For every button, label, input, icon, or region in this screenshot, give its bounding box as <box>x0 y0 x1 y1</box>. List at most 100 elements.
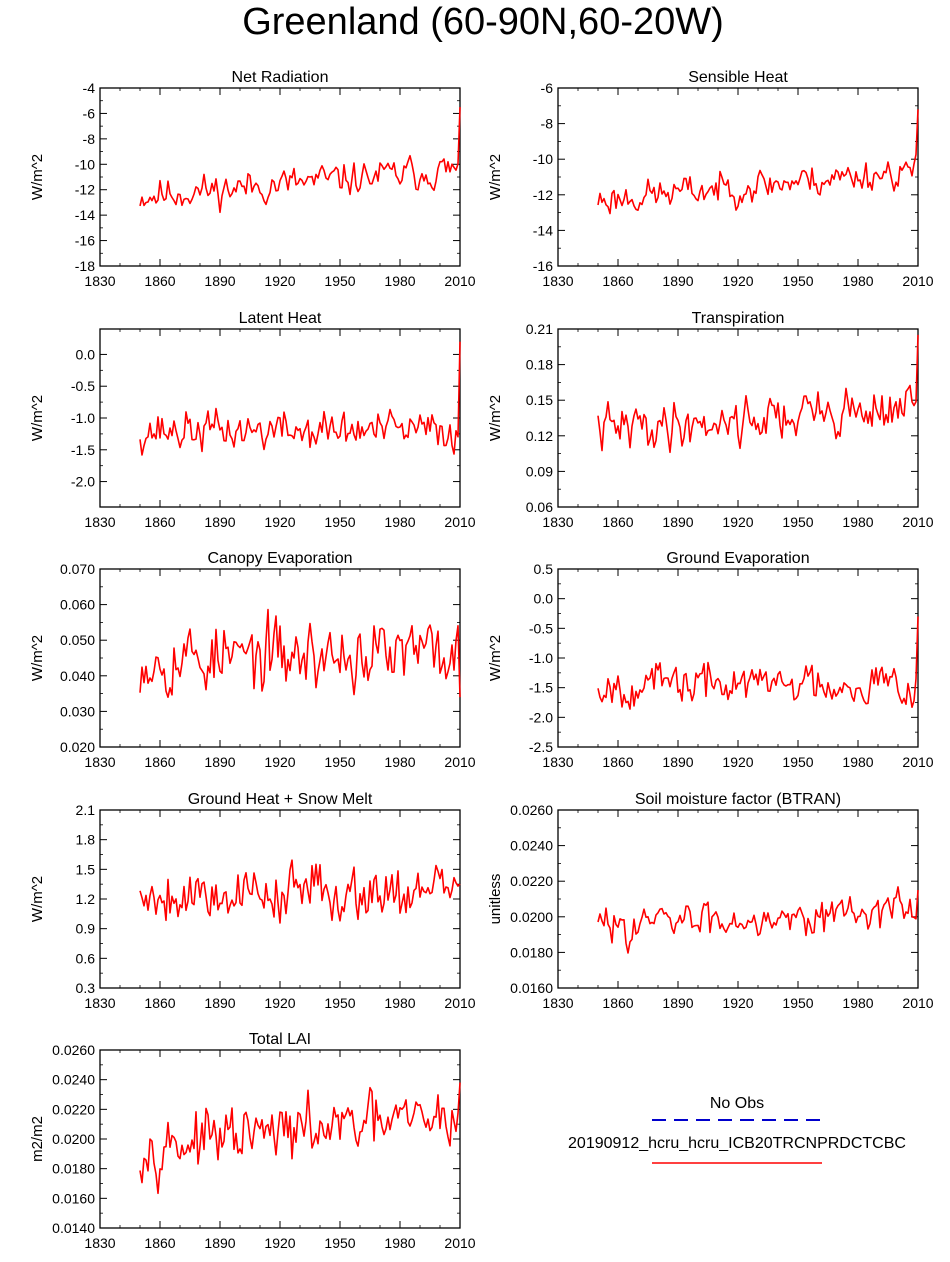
y-tick-label: 0.040 <box>60 668 95 684</box>
y-tick-label: -2.0 <box>71 474 95 490</box>
page-title: Greenland (60-90N,60-20W) <box>242 1 724 43</box>
y-tick-label: 0.050 <box>60 632 95 648</box>
panel-title: Ground Evaporation <box>666 550 809 567</box>
y-tick-label: -0.5 <box>71 378 95 394</box>
x-tick-label: 1890 <box>204 754 235 770</box>
y-tick-label: 0.0240 <box>52 1072 95 1088</box>
y-tick-label: -14 <box>533 222 553 238</box>
y-tick-label: -1.5 <box>529 680 553 696</box>
x-tick-label: 1860 <box>144 273 175 289</box>
x-tick-label: 1920 <box>264 1235 295 1251</box>
y-tick-label: 0.070 <box>60 561 95 577</box>
y-tick-label: -12 <box>533 187 553 203</box>
x-tick-label: 1890 <box>662 514 693 530</box>
x-tick-label: 1980 <box>384 273 415 289</box>
x-tick-label: 1950 <box>782 514 813 530</box>
y-tick-label: 0.0140 <box>52 1220 95 1236</box>
y-tick-label: 0.21 <box>526 321 553 337</box>
x-tick-label: 1830 <box>84 995 115 1011</box>
x-tick-label: 1860 <box>144 1235 175 1251</box>
x-tick-label: 2010 <box>444 1235 475 1251</box>
plot-frame <box>99 568 461 748</box>
y-tick-label: -14 <box>75 207 95 223</box>
x-tick-label: 1950 <box>324 754 355 770</box>
x-tick-label: 1830 <box>542 514 573 530</box>
y-tick-label: 0.0220 <box>510 873 553 889</box>
y-tick-label: 2.1 <box>76 802 96 818</box>
y-tick-label: -4 <box>83 80 96 96</box>
y-tick-label: 0.020 <box>60 739 95 755</box>
series-line <box>139 608 461 699</box>
panel-latent-heat: Latent Heat W/m^2 1830 1860 1890 1920 1950 1980… <box>29 310 476 530</box>
y-axis-label: W/m^2 <box>29 154 46 200</box>
series-line <box>139 341 461 456</box>
panel-title: Latent Heat <box>239 310 322 327</box>
y-tick-label: -6 <box>83 105 96 121</box>
x-tick-label: 2010 <box>444 273 475 289</box>
x-tick-label: 1950 <box>324 514 355 530</box>
y-axis-label: W/m^2 <box>29 635 46 681</box>
y-tick-label: 0.060 <box>60 597 95 613</box>
x-tick-label: 1830 <box>84 754 115 770</box>
x-tick-label: 1860 <box>602 514 633 530</box>
y-tick-label: 1.2 <box>76 891 96 907</box>
y-tick-label: -0.5 <box>529 620 553 636</box>
y-tick-label: 0.0180 <box>510 944 553 960</box>
y-tick-label: 0.0160 <box>510 980 553 996</box>
y-tick-label: 0.12 <box>526 428 553 444</box>
y-tick-label: 0.0240 <box>510 838 553 854</box>
x-tick-label: 1860 <box>602 273 633 289</box>
x-tick-label: 1920 <box>722 273 753 289</box>
x-tick-label: 2010 <box>902 995 933 1011</box>
x-tick-label: 1830 <box>542 754 573 770</box>
y-tick-label: 0.0180 <box>52 1161 95 1177</box>
y-axis-label: W/m^2 <box>29 395 46 441</box>
panel-total-lai: Total LAI m2/m2 1830 1860 1890 1920 1950 1980 20… <box>29 1031 476 1251</box>
panel-ground-heat-snow-melt: Ground Heat + Snow Melt W/m^2 1830 1860 1890… <box>29 791 476 1011</box>
panel-title: Net Radiation <box>232 69 329 86</box>
y-tick-label: 0.09 <box>526 463 553 479</box>
y-tick-label: 0.0 <box>534 591 554 607</box>
y-tick-label: -10 <box>533 151 553 167</box>
panel-soil-moisture-factor-btran-: Soil moisture factor (BTRAN) unitless 1830… <box>487 791 934 1011</box>
x-tick-label: 1980 <box>384 1235 415 1251</box>
y-tick-label: 0.030 <box>60 703 95 719</box>
x-tick-label: 1830 <box>84 1235 115 1251</box>
x-tick-label: 2010 <box>902 514 933 530</box>
series-line <box>597 334 919 454</box>
panel-net-radiation: Net Radiation W/m^2 1830 1860 1890 1920 1950 19… <box>29 69 476 289</box>
x-tick-label: 1890 <box>662 754 693 770</box>
x-tick-label: 1920 <box>264 995 295 1011</box>
y-tick-label: -8 <box>83 131 96 147</box>
series-line <box>597 886 919 954</box>
panel-title: Sensible Heat <box>688 69 788 86</box>
y-tick-label: 0.06 <box>526 499 553 515</box>
y-tick-label: 0.0200 <box>52 1131 95 1147</box>
plot-frame <box>99 1049 461 1229</box>
x-tick-label: 1830 <box>84 514 115 530</box>
panel-title: Soil moisture factor (BTRAN) <box>635 791 841 808</box>
x-tick-label: 1860 <box>144 514 175 530</box>
y-tick-label: 0.6 <box>76 950 96 966</box>
y-tick-label: -16 <box>75 233 95 249</box>
y-tick-label: 0.15 <box>526 392 553 408</box>
x-tick-label: 1890 <box>662 273 693 289</box>
x-tick-label: 1950 <box>324 995 355 1011</box>
x-tick-label: 1860 <box>602 995 633 1011</box>
y-tick-label: -16 <box>533 258 553 274</box>
y-tick-label: 0.0 <box>76 346 96 362</box>
x-tick-label: 1830 <box>542 995 573 1011</box>
panel-transpiration: Transpiration W/m^2 1830 1860 1890 1920 1950 19… <box>487 310 934 530</box>
y-axis-label: m2/m2 <box>29 1116 46 1162</box>
x-tick-label: 1890 <box>204 995 235 1011</box>
x-tick-label: 2010 <box>444 995 475 1011</box>
x-tick-label: 1920 <box>722 514 753 530</box>
legend-label-no-obs: No Obs <box>710 1095 764 1112</box>
y-axis-label: W/m^2 <box>487 635 504 681</box>
x-tick-label: 1950 <box>324 1235 355 1251</box>
x-tick-label: 1980 <box>842 514 873 530</box>
plot-frame <box>99 87 461 267</box>
y-tick-label: 0.3 <box>76 980 96 996</box>
x-tick-label: 1860 <box>144 995 175 1011</box>
x-tick-label: 1980 <box>384 754 415 770</box>
